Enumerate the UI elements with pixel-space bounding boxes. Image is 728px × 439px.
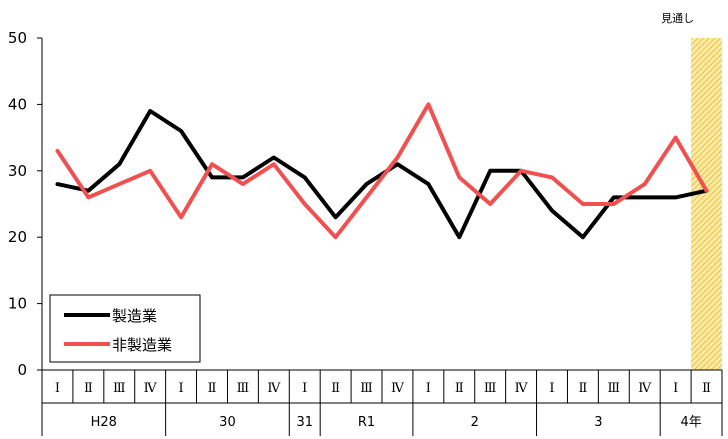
quarter-label: Ⅱ: [578, 381, 587, 396]
year-label: H28: [91, 415, 117, 430]
forecast-label: 見通し: [661, 12, 694, 25]
year-label: 2: [471, 415, 479, 430]
year-label: 4年: [680, 415, 701, 430]
quarter-label: Ⅱ: [455, 381, 464, 396]
quarter-label: Ⅰ: [549, 381, 554, 396]
legend-box: [49, 294, 201, 363]
y-tick-label: 10: [8, 295, 27, 313]
quarter-label: Ⅳ: [391, 381, 405, 396]
quarter-label: Ⅰ: [673, 381, 678, 396]
y-tick-label: 50: [8, 29, 27, 47]
year-label: 3: [594, 415, 602, 430]
y-tick-label: 0: [17, 361, 27, 379]
quarter-label: Ⅲ: [113, 381, 126, 396]
quarter-label: Ⅱ: [702, 381, 711, 396]
y-tick-label: 40: [8, 95, 27, 113]
quarter-label: Ⅳ: [515, 381, 529, 396]
quarter-label: Ⅱ: [331, 381, 340, 396]
quarter-label: Ⅳ: [267, 381, 281, 396]
legend-label: 製造業: [112, 307, 157, 325]
forecast-band: [691, 38, 722, 370]
quarter-label: Ⅲ: [608, 381, 621, 396]
quarter-label: Ⅳ: [638, 381, 652, 396]
quarter-label: Ⅰ: [179, 381, 184, 396]
quarter-label: Ⅱ: [208, 381, 217, 396]
series-line-0: [55, 109, 709, 240]
legend-label: 非製造業: [112, 336, 172, 354]
quarter-label: Ⅲ: [360, 381, 373, 396]
quarter-label: Ⅲ: [237, 381, 250, 396]
year-label: R1: [358, 415, 375, 430]
quarter-label: Ⅱ: [84, 381, 93, 396]
y-tick-label: 30: [8, 162, 27, 180]
year-label: 30: [219, 415, 236, 430]
quarter-label: Ⅰ: [426, 381, 431, 396]
series-line-1: [55, 102, 709, 240]
y-tick-label: 20: [8, 228, 27, 246]
year-label: 31: [296, 415, 313, 430]
quarter-label: Ⅰ: [302, 381, 307, 396]
quarter-label: Ⅰ: [55, 381, 60, 396]
quarter-label: Ⅲ: [484, 381, 497, 396]
quarter-label: Ⅳ: [144, 381, 158, 396]
